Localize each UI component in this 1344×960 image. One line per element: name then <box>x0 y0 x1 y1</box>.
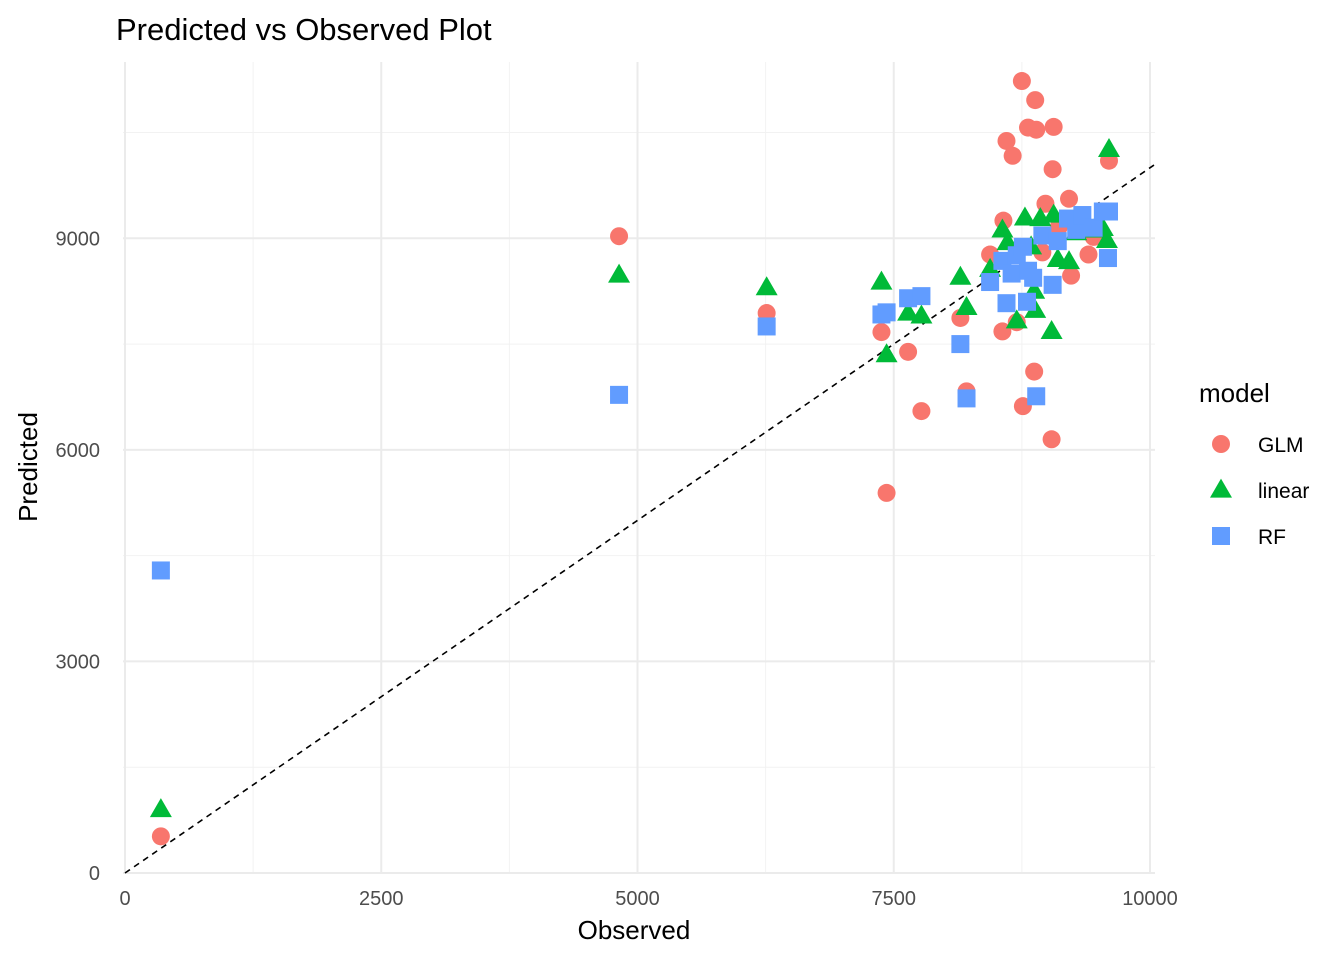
legend-key-linear <box>1210 478 1232 498</box>
point-rf <box>1043 275 1062 294</box>
y-tick-label: 9000 <box>56 228 101 250</box>
point-linear <box>955 296 978 316</box>
point-linear <box>149 798 172 818</box>
point-rf <box>1100 202 1118 221</box>
point-rf <box>1024 268 1043 287</box>
y-tick-label: 3000 <box>56 651 101 673</box>
point-linear <box>755 276 778 296</box>
point-glm <box>1044 117 1063 136</box>
legend-label-rf: RF <box>1258 526 1286 549</box>
point-rf <box>951 335 970 354</box>
point-rf <box>1084 218 1103 237</box>
point-rf <box>912 287 931 306</box>
y-tick-label: 0 <box>89 863 100 885</box>
x-tick-label: 2500 <box>359 888 404 910</box>
point-rf <box>1002 264 1021 283</box>
legend-key-glm <box>1212 435 1230 453</box>
point-rf <box>610 385 629 404</box>
point-rf <box>1018 292 1036 311</box>
data-points <box>149 72 1120 846</box>
series-rf <box>151 202 1118 580</box>
point-rf <box>997 294 1016 313</box>
legend: model GLM linear RF <box>1199 378 1309 549</box>
point-glm <box>899 342 918 361</box>
point-rf <box>1027 387 1046 406</box>
point-rf <box>151 561 170 580</box>
point-glm <box>1012 72 1031 91</box>
x-tick-label: 10000 <box>1122 888 1178 910</box>
point-linear <box>1058 250 1081 270</box>
x-tick-label: 5000 <box>615 888 660 910</box>
point-glm <box>912 402 931 421</box>
point-rf <box>981 273 1000 292</box>
point-linear <box>1040 319 1063 339</box>
point-rf <box>1067 220 1086 239</box>
point-glm <box>1027 120 1046 139</box>
point-glm <box>1042 430 1061 449</box>
grid-lines <box>123 62 1155 874</box>
point-rf <box>1033 226 1052 245</box>
point-glm <box>997 131 1016 150</box>
legend-key-rf <box>1212 527 1230 545</box>
point-rf <box>757 317 776 336</box>
point-glm <box>1043 160 1062 179</box>
series-glm <box>151 72 1118 846</box>
point-linear <box>910 304 933 324</box>
point-rf <box>957 389 976 408</box>
x-axis-title: Observed <box>578 915 691 945</box>
y-axis-title: Predicted <box>13 412 43 522</box>
legend-items: GLM linear RF <box>1210 434 1309 549</box>
point-linear <box>996 231 1019 251</box>
point-glm <box>1003 146 1022 165</box>
point-rf <box>1013 237 1032 256</box>
x-tick-label: 7500 <box>872 888 917 910</box>
point-glm <box>1062 266 1081 285</box>
point-linear <box>1013 206 1036 226</box>
point-linear <box>1005 309 1028 329</box>
legend-item-linear: linear <box>1210 478 1309 503</box>
legend-label-glm: GLM <box>1258 434 1304 457</box>
point-rf <box>1098 249 1117 268</box>
x-axis-ticks: 0 2500 5000 7500 10000 <box>119 888 1177 910</box>
point-glm <box>1025 362 1044 381</box>
point-linear <box>608 263 631 283</box>
point-glm <box>610 227 629 246</box>
legend-title: model <box>1199 378 1270 408</box>
point-rf <box>877 303 896 322</box>
point-linear <box>897 301 920 321</box>
point-linear <box>870 270 893 290</box>
chart-title: Predicted vs Observed Plot <box>116 12 492 47</box>
point-glm <box>151 827 170 846</box>
point-glm <box>1079 245 1098 264</box>
point-glm <box>872 323 891 342</box>
legend-item-rf: RF <box>1212 526 1286 549</box>
point-glm <box>1026 91 1045 110</box>
y-axis-ticks: 0 3000 6000 9000 <box>56 228 101 885</box>
point-linear <box>1095 229 1118 249</box>
point-linear <box>949 265 972 285</box>
legend-item-glm: GLM <box>1212 434 1304 457</box>
point-rf <box>1048 232 1067 251</box>
point-linear <box>1098 138 1120 158</box>
point-glm <box>877 483 896 502</box>
legend-label-linear: linear <box>1258 480 1309 503</box>
point-linear <box>979 257 1002 277</box>
point-linear <box>875 343 898 363</box>
point-glm <box>1060 189 1079 208</box>
y-tick-label: 6000 <box>56 440 101 462</box>
x-tick-label: 0 <box>119 888 130 910</box>
